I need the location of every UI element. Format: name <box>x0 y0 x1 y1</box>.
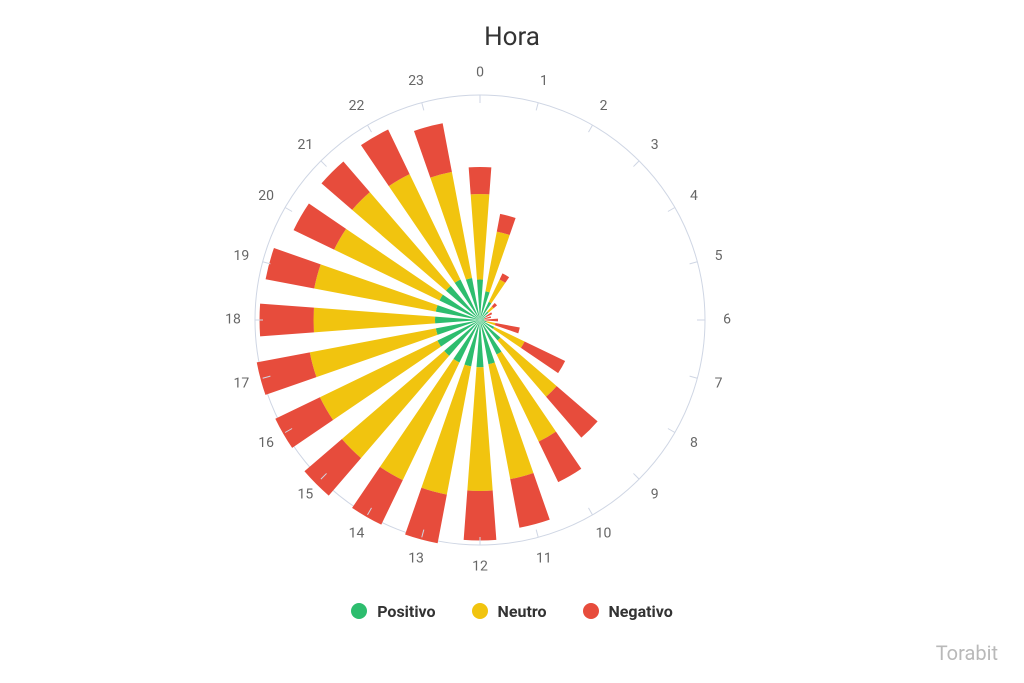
hour-label-0: 0 <box>476 65 484 81</box>
bar-neutro-h18[interactable] <box>314 308 436 333</box>
hour-label-7: 7 <box>715 376 723 392</box>
bar-negativo-h18[interactable] <box>259 304 313 337</box>
bar-negativo-h13[interactable] <box>405 488 447 543</box>
hour-label-3: 3 <box>651 137 659 153</box>
polar-chart: 01234567891011121314151617181920212223 <box>0 0 1024 683</box>
bar-negativo-h12[interactable] <box>464 491 497 541</box>
hour-label-17: 17 <box>234 376 250 392</box>
chart-container: Hora 01234567891011121314151617181920212… <box>0 0 1024 683</box>
legend-label-neutro: Neutro <box>498 602 547 621</box>
hour-label-6: 6 <box>723 312 731 328</box>
bar-negativo-h11[interactable] <box>510 473 550 528</box>
hour-label-4: 4 <box>690 188 698 204</box>
bar-negativo-h22[interactable] <box>361 130 410 187</box>
bar-negativo-h10[interactable] <box>539 432 582 483</box>
legend: Positivo Neutro Negativo <box>0 602 1024 624</box>
hour-label-14: 14 <box>349 526 365 542</box>
legend-label-positivo: Positivo <box>377 602 435 621</box>
bar-negativo-h19[interactable] <box>266 248 321 288</box>
bar-neutro-h12[interactable] <box>467 367 492 491</box>
bar-neutro-h1[interactable] <box>485 232 509 293</box>
bar-neutro-h0[interactable] <box>471 194 490 280</box>
legend-label-negativo: Negativo <box>609 602 673 621</box>
hour-label-13: 13 <box>408 550 424 566</box>
bar-negativo-h6[interactable] <box>484 319 498 322</box>
hour-label-12: 12 <box>472 559 488 575</box>
legend-item-negativo[interactable]: Negativo <box>583 602 673 621</box>
legend-swatch-negativo <box>583 603 599 619</box>
watermark: Torabit <box>936 641 998 665</box>
hour-label-8: 8 <box>690 435 698 451</box>
legend-swatch-neutro <box>472 603 488 619</box>
hour-label-11: 11 <box>536 550 552 566</box>
hour-label-21: 21 <box>297 137 313 153</box>
bar-negativo-h0[interactable] <box>469 167 492 194</box>
legend-swatch-positivo <box>351 603 367 619</box>
hour-label-15: 15 <box>297 486 313 502</box>
bar-negativo-h1[interactable] <box>497 214 516 235</box>
bar-negativo-h23[interactable] <box>414 123 452 177</box>
legend-item-neutro[interactable]: Neutro <box>472 602 547 621</box>
hour-label-10: 10 <box>596 526 612 542</box>
legend-item-positivo[interactable]: Positivo <box>351 602 435 621</box>
hour-label-19: 19 <box>234 248 250 264</box>
hour-label-16: 16 <box>258 435 274 451</box>
hour-label-5: 5 <box>715 248 723 264</box>
hour-label-18: 18 <box>225 312 241 328</box>
hour-label-2: 2 <box>600 98 608 114</box>
bar-negativo-h17[interactable] <box>257 352 317 395</box>
hour-label-9: 9 <box>651 486 659 502</box>
hour-label-23: 23 <box>408 73 424 89</box>
hour-label-1: 1 <box>540 73 548 89</box>
hour-label-20: 20 <box>258 188 274 204</box>
hour-label-22: 22 <box>349 98 365 114</box>
